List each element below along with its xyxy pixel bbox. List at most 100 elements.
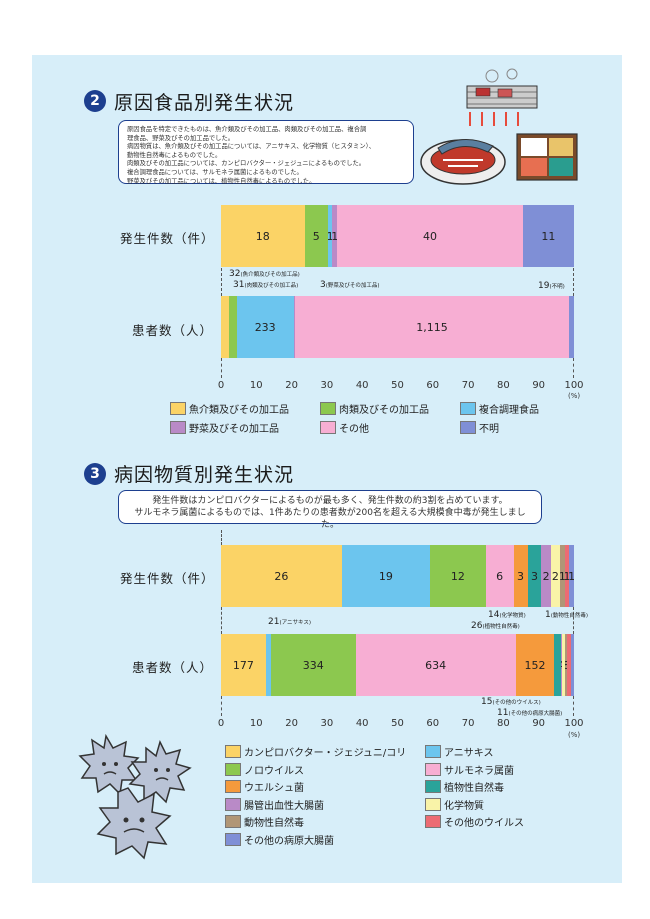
bar-segment-meat: 5 <box>304 205 328 267</box>
legend-label: 魚介類及びその加工品 <box>189 405 289 416</box>
bar-segment-other: 1,115 <box>294 296 570 358</box>
axis-tick-label: 30 <box>320 380 334 391</box>
bar-segment-ehec: 4 <box>560 634 562 696</box>
legend-swatch <box>320 402 336 415</box>
dash-line <box>573 268 574 296</box>
bar-segment-otherbact <box>571 634 574 696</box>
dash-line <box>221 358 222 378</box>
section3-percent-unit: (%) <box>568 731 581 739</box>
bar-segment-unknown <box>569 296 574 358</box>
legend-label: その他のウイルス <box>444 818 524 829</box>
note-line: サルモネラ属菌によるものでは、1件あたりの患者数が200名を超える大規模食中毒が… <box>134 508 526 530</box>
bar-segment-campy: 26 <box>221 545 342 607</box>
bar-segment-salmonella: 634 <box>355 634 516 696</box>
dash-line <box>221 268 222 296</box>
bar-segment-othervirus <box>567 634 572 696</box>
section3-title: 病因物質別発生状況 <box>114 464 295 486</box>
legend-swatch <box>460 421 476 434</box>
legend-swatch <box>225 832 241 846</box>
dash-line <box>573 358 574 378</box>
legend-label: 野菜及びその加工品 <box>189 424 279 435</box>
bar-segment-welchii: 3 <box>513 545 528 607</box>
section3-x-axis: 0 10 20 30 40 50 60 70 80 90 100 <box>217 718 584 738</box>
section3-cases-label: 発生件数（件） <box>120 571 215 586</box>
legend-label: その他の病原大腸菌 <box>244 835 334 847</box>
section3-note: 発生件数はカンピロバクターによるものが最も多く、発生件数の約3割を占めています。… <box>118 490 542 530</box>
legend-item-unknown: 不明 <box>460 420 499 435</box>
section2-x-axis: 0 10 20 30 40 50 60 70 80 90 100 <box>218 380 584 400</box>
axis-tick-label: 70 <box>461 380 475 391</box>
bar-segment-fish: 18 <box>221 205 305 267</box>
axis-tick-label: 80 <box>497 718 510 729</box>
dash-line <box>221 696 222 716</box>
section3-cases-bar: 26 19 12 6 3 3 2 2 1 1 1 <box>221 545 574 607</box>
section3-number-badge: 3 <box>84 463 106 485</box>
legend-swatch <box>225 780 241 793</box>
annotation-14: 14(化学物質) <box>488 610 526 620</box>
bar-segment-complex: 1 <box>327 205 333 267</box>
legend-label: カンピロバクター・ジェジュニ/コリ <box>244 748 407 759</box>
bar-segment-anisakis: 19 <box>341 545 430 607</box>
legend-item-fish: 魚介類及びその加工品 <box>170 401 289 416</box>
annotation-15: 15(その他のウイルス) <box>481 697 541 707</box>
legend-item-othervirus: その他のウイルス <box>425 814 524 829</box>
bar-segment-salmonella: 6 <box>485 545 514 607</box>
dash-line <box>573 696 574 716</box>
bar-segment-animal: 1 <box>560 545 565 607</box>
legend-item-animal: 動物性自然毒 <box>225 814 304 829</box>
annotation-26: 26(植物性自然毒) <box>471 621 520 631</box>
note-line: 発生件数はカンピロバクターによるものが最も多く、発生件数の約3割を占めています。 <box>152 496 508 506</box>
legend-label: アニサキス <box>444 748 494 759</box>
axis-tick-label: 90 <box>532 718 546 729</box>
legend-swatch <box>225 815 241 828</box>
germ-mascots-illustration <box>78 733 192 860</box>
axis-tick-label: 10 <box>249 718 263 729</box>
legend-label: サルモネラ属菌 <box>444 765 514 777</box>
axis-tick-label: 20 <box>285 718 298 729</box>
section2-cases-label: 発生件数（件） <box>120 231 215 246</box>
legend-item-complex: 複合調理食品 <box>460 401 539 416</box>
note-line: 複合調理食品については、サルモネラ属菌によるものでした。 <box>127 168 303 176</box>
legend-item-meat: 肉類及びその加工品 <box>320 401 429 416</box>
bar-segment-meat <box>228 296 237 358</box>
legend-item-otherbact: その他の病原大腸菌 <box>225 832 334 847</box>
legend-label: 植物性自然毒 <box>444 783 504 794</box>
legend-swatch <box>425 762 441 776</box>
legend-item-campy: カンピロバクター・ジェジュニ/コリ <box>225 744 406 759</box>
annotation-11: 11(その他の病原大腸菌) <box>497 708 563 718</box>
axis-tick-label: 0 <box>217 718 225 729</box>
legend-label: ウエルシュ菌 <box>244 783 304 794</box>
dash-line <box>221 530 222 545</box>
axis-tick-label: 10 <box>249 380 263 391</box>
legend-swatch <box>425 745 441 758</box>
annotation-19: 19(不明) <box>538 281 565 291</box>
note-line: 病因物質は、魚介類及びその加工品については、アニサキス、化学物質（ヒスタミン）、 <box>127 143 376 151</box>
legend-item-anisakis: アニサキス <box>425 744 494 759</box>
note-line: 動物性自然毒によるものでした。 <box>127 151 222 159</box>
legend-swatch <box>170 402 186 415</box>
legend-swatch <box>425 780 441 793</box>
legend-item-noro: ノロウイルス <box>225 762 304 777</box>
section2-percent-unit: (%) <box>568 392 581 400</box>
bar-segment-chemical: 2 <box>550 545 560 607</box>
bar-segment-fish <box>221 296 229 358</box>
legend-swatch <box>320 421 336 434</box>
fish-plate-illustration <box>420 139 506 185</box>
bar-segment-veg <box>293 296 295 358</box>
legend-swatch <box>425 815 441 828</box>
bar-segment-ehec: 2 <box>541 545 551 607</box>
dash-line <box>221 607 222 634</box>
section2-patients-label: 患者数（人） <box>132 323 214 338</box>
axis-tick-label: 30 <box>320 718 334 729</box>
bar-segment-anisakis <box>265 634 272 696</box>
legend-label: 腸管出血性大腸菌 <box>244 800 324 812</box>
note-line: 原因食品を特定できたものは、魚介類及びその加工品、肉類及びその加工品、複合調 <box>127 126 367 133</box>
bar-segment-animal: 8 <box>565 634 568 696</box>
axis-tick-label: 40 <box>355 718 369 729</box>
legend-label: その他 <box>339 424 369 435</box>
section3-patients-bar: 17733463415248 <box>221 634 574 696</box>
legend-swatch <box>170 421 186 434</box>
axis-tick-label: 60 <box>426 380 440 391</box>
grill-illustration <box>466 68 538 126</box>
legend-label: 動物性自然毒 <box>244 818 304 829</box>
